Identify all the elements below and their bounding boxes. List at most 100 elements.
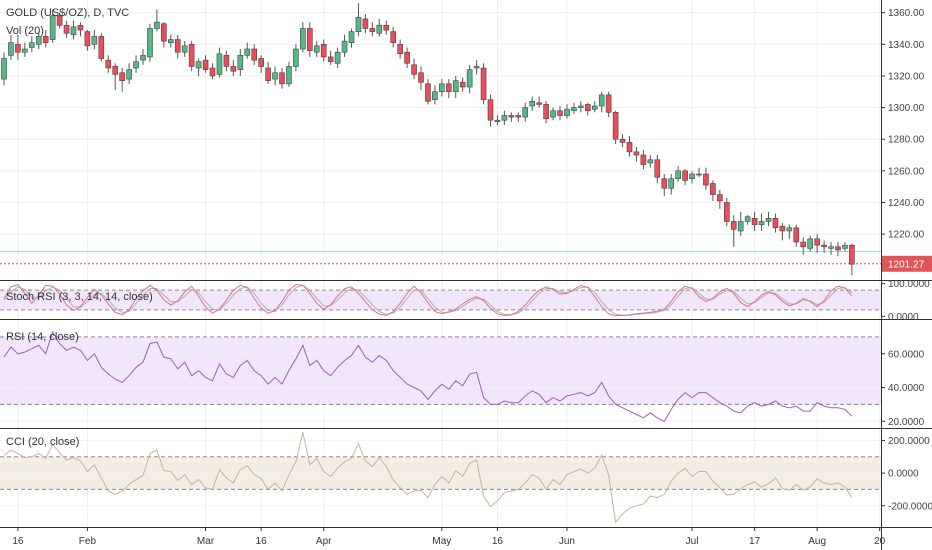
candle[interactable] xyxy=(237,49,244,76)
candle[interactable] xyxy=(369,22,376,37)
candle[interactable] xyxy=(404,47,410,69)
candle[interactable] xyxy=(70,20,77,40)
candle[interactable] xyxy=(571,102,577,114)
candle[interactable] xyxy=(661,174,668,197)
candle[interactable] xyxy=(112,63,118,91)
candle[interactable] xyxy=(63,20,70,38)
candle[interactable] xyxy=(313,41,320,57)
candle[interactable] xyxy=(717,189,723,209)
candle[interactable] xyxy=(452,75,459,99)
candle[interactable] xyxy=(362,14,369,34)
candle[interactable] xyxy=(828,242,834,255)
candle[interactable] xyxy=(376,18,383,37)
candle[interactable] xyxy=(800,237,807,255)
candle[interactable] xyxy=(633,147,640,162)
cci-pane[interactable] xyxy=(3,432,853,524)
candle[interactable] xyxy=(174,34,181,59)
candle[interactable] xyxy=(459,77,466,92)
candle[interactable] xyxy=(654,155,661,184)
candle[interactable] xyxy=(105,55,112,73)
candle[interactable] xyxy=(390,26,397,48)
candle[interactable] xyxy=(765,211,772,227)
candle[interactable] xyxy=(418,66,424,91)
candle[interactable] xyxy=(522,102,529,122)
candle[interactable] xyxy=(751,211,758,231)
candle[interactable] xyxy=(84,30,91,51)
candle[interactable] xyxy=(251,44,257,65)
candle[interactable] xyxy=(272,66,278,86)
candle[interactable] xyxy=(35,31,42,50)
candle[interactable] xyxy=(154,9,160,32)
candle[interactable] xyxy=(689,170,695,184)
candle[interactable] xyxy=(286,61,292,88)
candle[interactable] xyxy=(598,91,605,113)
candle[interactable] xyxy=(814,234,820,254)
candle[interactable] xyxy=(397,39,403,59)
candle[interactable] xyxy=(49,9,56,43)
candle[interactable] xyxy=(91,30,98,50)
candle[interactable] xyxy=(119,68,125,92)
candle[interactable] xyxy=(188,41,195,72)
time-axis[interactable]: 16 Feb Mar 16 Apr May 16 Jun Jul 17 Aug 20 xyxy=(12,527,886,547)
candle[interactable] xyxy=(675,166,681,182)
candle[interactable] xyxy=(529,96,536,111)
candle[interactable] xyxy=(473,60,480,75)
candle[interactable] xyxy=(710,180,716,201)
candle[interactable] xyxy=(682,169,688,186)
candle[interactable] xyxy=(703,167,709,190)
candle[interactable] xyxy=(501,110,508,125)
candle[interactable] xyxy=(126,63,132,84)
candle[interactable] xyxy=(744,215,751,225)
candle[interactable] xyxy=(223,50,230,72)
rsi-line[interactable] xyxy=(3,330,853,422)
candle[interactable] xyxy=(216,47,223,78)
candle[interactable] xyxy=(265,61,271,84)
candle[interactable] xyxy=(487,94,494,127)
candle[interactable] xyxy=(557,105,563,121)
candle[interactable] xyxy=(605,91,612,118)
candle[interactable] xyxy=(147,23,153,62)
candle[interactable] xyxy=(480,63,487,105)
candle[interactable] xyxy=(327,50,334,65)
candle[interactable] xyxy=(334,47,341,69)
candle[interactable] xyxy=(348,28,355,48)
candle[interactable] xyxy=(647,155,654,168)
candle[interactable] xyxy=(779,223,786,241)
candle[interactable] xyxy=(168,34,174,48)
candle[interactable] xyxy=(842,242,848,252)
candle[interactable] xyxy=(230,60,237,76)
candle[interactable] xyxy=(508,112,515,122)
stoch-rsi-pane[interactable] xyxy=(3,284,853,317)
candle[interactable] xyxy=(15,34,21,61)
candle[interactable] xyxy=(161,22,167,48)
candle[interactable] xyxy=(696,167,702,178)
candle[interactable] xyxy=(466,64,473,94)
candle[interactable] xyxy=(543,101,549,124)
candle[interactable] xyxy=(758,213,765,231)
candle[interactable] xyxy=(98,33,105,62)
candle[interactable] xyxy=(849,243,855,276)
candle[interactable] xyxy=(341,34,348,57)
candle[interactable] xyxy=(258,55,264,73)
candle[interactable] xyxy=(383,20,390,35)
candle[interactable] xyxy=(626,136,633,157)
candle[interactable] xyxy=(584,102,591,116)
candle[interactable] xyxy=(640,150,647,170)
candle[interactable] xyxy=(821,240,827,254)
candle[interactable] xyxy=(550,107,556,121)
cci-line[interactable] xyxy=(3,432,853,524)
candle[interactable] xyxy=(730,215,737,247)
candle[interactable] xyxy=(202,55,209,73)
candle[interactable] xyxy=(786,224,793,239)
candle[interactable] xyxy=(306,22,313,57)
candle[interactable] xyxy=(807,235,814,252)
candle[interactable] xyxy=(140,49,146,65)
candle[interactable] xyxy=(835,242,841,257)
candle[interactable] xyxy=(591,101,598,113)
candle[interactable] xyxy=(355,3,362,37)
candle[interactable] xyxy=(28,36,35,53)
candle[interactable] xyxy=(411,58,417,80)
candle[interactable] xyxy=(515,112,522,122)
candle[interactable] xyxy=(244,42,251,59)
stoch-k-line[interactable] xyxy=(3,284,853,317)
